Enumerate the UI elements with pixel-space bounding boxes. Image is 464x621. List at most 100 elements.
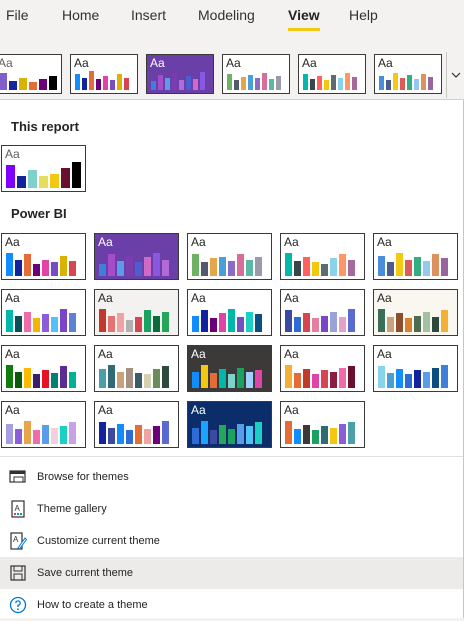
theme-swatch-p17[interactable]: Aa	[94, 401, 179, 448]
theme-color-bar	[192, 254, 199, 276]
theme-color-bar	[396, 313, 403, 332]
theme-swatch-p3[interactable]: Aa	[187, 233, 272, 280]
menu-label: Customize current theme	[37, 535, 160, 547]
theme-color-bar	[330, 428, 337, 444]
theme-color-bar	[331, 75, 336, 90]
theme-color-bar	[17, 176, 26, 188]
theme-sample-label: Aa	[5, 403, 20, 417]
theme-sample-label: Aa	[284, 403, 299, 417]
theme-color-bar	[33, 318, 40, 332]
save-theme-item[interactable]: Save current theme	[0, 557, 463, 589]
theme-color-bar	[135, 373, 142, 388]
theme-swatch-p7[interactable]: Aa	[94, 289, 179, 336]
theme-color-bar	[330, 258, 337, 276]
theme-swatch-s6[interactable]: Aa	[374, 54, 442, 94]
theme-swatch-p16[interactable]: Aa	[1, 401, 86, 448]
customize-theme-item[interactable]: A Customize current theme	[0, 525, 463, 557]
theme-sample-label: Aa	[191, 291, 206, 305]
theme-color-bar	[186, 76, 191, 90]
theme-swatch-p9[interactable]: Aa	[280, 289, 365, 336]
theme-color-bar	[387, 373, 394, 388]
theme-swatch-r1[interactable]: Aa	[1, 145, 86, 192]
theme-swatch-p19[interactable]: Aa	[280, 401, 365, 448]
theme-color-bar	[0, 73, 7, 90]
browse-themes-item[interactable]: Browse for themes	[0, 461, 463, 493]
theme-color-bar	[234, 80, 239, 90]
theme-color-bar	[60, 366, 67, 388]
theme-sample-label: Aa	[5, 291, 20, 305]
theme-color-bar	[124, 78, 129, 90]
menu-label: Save current theme	[37, 567, 133, 579]
theme-color-bar	[407, 75, 412, 90]
tab-help[interactable]: Help	[349, 7, 378, 23]
theme-sample-label: Aa	[98, 403, 113, 417]
theme-color-bar	[321, 316, 328, 332]
theme-color-bar	[162, 312, 169, 332]
theme-color-bar	[201, 365, 208, 388]
theme-swatch-p10[interactable]: Aa	[373, 289, 458, 336]
tab-view[interactable]: View	[288, 7, 320, 23]
theme-color-bar	[49, 76, 57, 90]
theme-swatch-s2[interactable]: Aa	[70, 54, 138, 94]
tab-insert[interactable]: Insert	[131, 7, 167, 23]
theme-swatch-p8[interactable]: Aa	[187, 289, 272, 336]
theme-color-bar	[303, 425, 310, 444]
theme-swatch-p5[interactable]: Aa	[373, 233, 458, 280]
theme-color-bar	[393, 73, 398, 90]
tab-modeling[interactable]: Modeling	[198, 7, 255, 23]
theme-swatch-p2[interactable]: Aa	[94, 233, 179, 280]
theme-strip-expand-button[interactable]	[446, 52, 464, 98]
theme-swatch-p14[interactable]: Aa	[280, 345, 365, 392]
theme-sample-label: Aa	[74, 56, 89, 70]
theme-color-bar	[294, 261, 301, 276]
theme-color-bar	[60, 309, 67, 332]
theme-swatch-s5[interactable]: Aa	[298, 54, 366, 94]
menu-label: Theme gallery	[37, 503, 107, 515]
theme-swatch-s4[interactable]: Aa	[222, 54, 290, 94]
theme-sample-label: Aa	[191, 403, 206, 417]
theme-swatch-p18[interactable]: Aa	[187, 401, 272, 448]
theme-color-bar	[246, 260, 253, 276]
theme-color-bar	[172, 73, 177, 90]
theme-color-bar	[179, 80, 184, 90]
theme-color-bar	[153, 426, 160, 444]
theme-swatch-p13[interactable]: Aa	[187, 345, 272, 392]
theme-color-bar	[210, 373, 217, 388]
tab-home[interactable]: Home	[62, 7, 100, 23]
theme-swatch-p11[interactable]: Aa	[1, 345, 86, 392]
theme-color-bar	[51, 428, 58, 444]
theme-swatch-s1[interactable]: Aa	[0, 54, 62, 94]
theme-color-bar	[246, 312, 253, 332]
theme-swatch-p12[interactable]: Aa	[94, 345, 179, 392]
theme-color-bar	[276, 76, 281, 90]
theme-color-bar	[421, 74, 426, 90]
theme-color-bar	[117, 261, 124, 276]
theme-sample-label: Aa	[191, 347, 206, 361]
theme-color-bar	[285, 421, 292, 444]
theme-swatch-p15[interactable]: Aa	[373, 345, 458, 392]
browse-themes-icon	[8, 467, 28, 487]
theme-color-bar	[352, 77, 357, 90]
theme-color-bar	[228, 261, 235, 276]
theme-color-bar	[117, 313, 124, 332]
theme-swatch-p1[interactable]: Aa	[1, 233, 86, 280]
theme-swatch-p6[interactable]: Aa	[1, 289, 86, 336]
theme-color-bar	[379, 76, 384, 90]
theme-color-bar	[255, 314, 262, 332]
tab-file[interactable]: File	[6, 7, 29, 23]
theme-swatch-s3[interactable]: Aa	[146, 54, 214, 94]
theme-color-bar	[99, 309, 106, 332]
theme-swatch-p4[interactable]: Aa	[280, 233, 365, 280]
theme-color-bar	[246, 426, 253, 444]
theme-color-bar	[192, 372, 199, 388]
chevron-down-icon	[451, 72, 461, 78]
theme-color-bar	[441, 365, 448, 388]
theme-color-bar	[99, 369, 106, 388]
theme-color-bar	[441, 310, 448, 332]
theme-gallery-item[interactable]: A Theme gallery	[0, 493, 463, 525]
theme-sample-label: Aa	[302, 56, 317, 70]
theme-color-bar	[153, 316, 160, 332]
theme-color-bar	[348, 260, 355, 276]
how-to-create-theme-item[interactable]: How to create a theme	[0, 589, 463, 621]
theme-sample-label: Aa	[98, 347, 113, 361]
